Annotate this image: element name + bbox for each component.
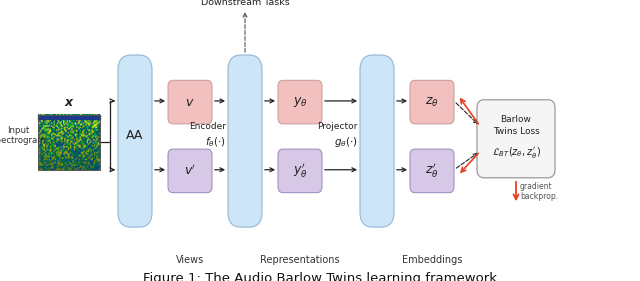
Text: Representations: Representations bbox=[260, 255, 340, 265]
FancyBboxPatch shape bbox=[410, 149, 454, 193]
FancyBboxPatch shape bbox=[228, 55, 262, 227]
Bar bbox=[38, 115, 100, 170]
Text: Projector: Projector bbox=[317, 122, 358, 131]
FancyBboxPatch shape bbox=[168, 80, 212, 124]
FancyBboxPatch shape bbox=[278, 80, 322, 124]
Text: $v$: $v$ bbox=[185, 96, 195, 108]
Text: Encoder: Encoder bbox=[189, 122, 226, 131]
Text: $z^{\prime}_{\theta}$: $z^{\prime}_{\theta}$ bbox=[425, 162, 439, 180]
Text: Barlow: Barlow bbox=[500, 115, 531, 124]
Text: $y_{\theta}$: $y_{\theta}$ bbox=[292, 95, 307, 109]
Text: Embeddings: Embeddings bbox=[402, 255, 462, 265]
Text: gradient
backprop.: gradient backprop. bbox=[520, 182, 558, 201]
Text: $v^{\prime}$: $v^{\prime}$ bbox=[184, 164, 196, 178]
Text: $\boldsymbol{x}$: $\boldsymbol{x}$ bbox=[63, 96, 74, 109]
Text: Downstream Tasks: Downstream Tasks bbox=[200, 0, 289, 7]
FancyBboxPatch shape bbox=[118, 55, 152, 227]
Text: $g_{\theta}(\cdot)$: $g_{\theta}(\cdot)$ bbox=[334, 135, 358, 149]
Bar bbox=[38, 115, 100, 119]
Text: Twins Loss: Twins Loss bbox=[493, 127, 540, 136]
FancyBboxPatch shape bbox=[168, 149, 212, 193]
Text: AA: AA bbox=[126, 129, 144, 142]
Text: Views: Views bbox=[176, 255, 204, 265]
FancyBboxPatch shape bbox=[278, 149, 322, 193]
FancyBboxPatch shape bbox=[360, 55, 394, 227]
Text: $y^{\prime}_{\theta}$: $y^{\prime}_{\theta}$ bbox=[292, 162, 307, 180]
Text: Input
Spectrogram: Input Spectrogram bbox=[0, 126, 46, 145]
Text: $z_{\theta}$: $z_{\theta}$ bbox=[425, 96, 439, 109]
FancyBboxPatch shape bbox=[477, 100, 555, 178]
Text: Figure 1: The Audio Barlow Twins learning framework: Figure 1: The Audio Barlow Twins learnin… bbox=[143, 272, 497, 281]
Text: $\mathcal{L}_{BT}(z_{\theta}, z^{\prime}_{\theta})$: $\mathcal{L}_{BT}(z_{\theta}, z^{\prime}… bbox=[492, 145, 540, 160]
FancyBboxPatch shape bbox=[410, 80, 454, 124]
Text: $f_{\theta}(\cdot)$: $f_{\theta}(\cdot)$ bbox=[205, 135, 226, 149]
